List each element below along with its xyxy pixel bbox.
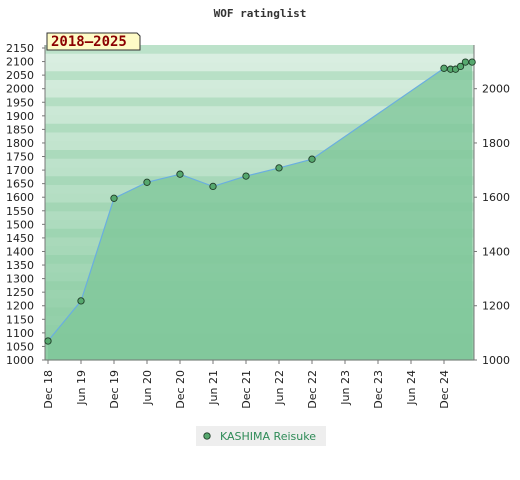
left-tick-label: 1350 (6, 259, 34, 272)
left-tick-label: 1550 (6, 205, 34, 218)
left-tick-label: 1200 (6, 300, 34, 313)
background-band (45, 80, 474, 90)
period-range-label: 2018–2025 (51, 34, 127, 50)
left-tick-label: 1800 (6, 137, 34, 150)
background-band (45, 132, 474, 142)
data-point[interactable] (77, 297, 85, 305)
right-tick-label: 1000 (482, 354, 510, 367)
right-tick-label: 1600 (482, 191, 510, 204)
background-band (45, 106, 474, 116)
right-tick-label: 2000 (482, 83, 510, 96)
left-axis: 1000105011001150120012501300135014001450… (6, 42, 46, 367)
left-tick-label: 1100 (6, 327, 34, 340)
rating-area (48, 62, 473, 360)
x-tick-label: Dec 24 (438, 370, 451, 409)
left-tick-label: 2100 (6, 56, 34, 69)
background-band (45, 97, 474, 107)
legend-marker (203, 432, 211, 440)
left-tick-label: 1400 (6, 245, 34, 258)
data-point[interactable] (176, 170, 184, 178)
right-tick-label: 1800 (482, 137, 510, 150)
background-band (45, 45, 474, 55)
x-tick-label: Jun 24 (405, 370, 418, 406)
left-tick-label: 1250 (6, 286, 34, 299)
x-tick-label: Jun 19 (75, 370, 88, 406)
left-tick-label: 1450 (6, 232, 34, 245)
left-tick-label: 1600 (6, 191, 34, 204)
chart-title: WOF ratinglist (214, 7, 307, 20)
left-tick-label: 2000 (6, 83, 34, 96)
right-axis: 1000 1200 1400 1600 1800 2000 (473, 45, 510, 367)
data-point[interactable] (110, 194, 118, 202)
background-band (45, 62, 474, 72)
background-band (45, 53, 474, 64)
data-point[interactable] (440, 64, 448, 72)
left-tick-label: 1650 (6, 178, 34, 191)
background-band (45, 158, 474, 169)
left-tick-label: 2150 (6, 42, 34, 55)
period-range-box: 2018–2025 (46, 32, 141, 51)
left-tick-label: 1500 (6, 218, 34, 231)
right-tick-label: 1400 (482, 245, 510, 258)
left-tick-label: 1050 (6, 340, 34, 353)
background-band (45, 123, 474, 134)
data-point[interactable] (308, 155, 316, 163)
left-tick-label: 1850 (6, 123, 34, 136)
x-tick-label: Dec 19 (108, 370, 121, 409)
x-tick-label: Dec 23 (372, 370, 385, 409)
x-tick-label: Jun 21 (207, 370, 220, 406)
background-band (45, 141, 474, 151)
background-band (45, 71, 474, 81)
x-tick-label: Dec 21 (240, 370, 253, 409)
x-tick-label: Jun 20 (141, 370, 154, 406)
bottom-axis: Dec 18 Jun 19 Dec 19 Jun 20 Dec 20 Jun 21 Dec … (42, 359, 474, 409)
data-point[interactable] (44, 337, 52, 345)
data-point[interactable] (209, 182, 217, 191)
left-tick-label: 1000 (6, 354, 34, 367)
background-band (45, 88, 474, 99)
left-tick-label: 1150 (6, 313, 34, 326)
legend[interactable]: KASHIMA Reisuke (196, 426, 326, 446)
x-tick-label: Jun 22 (273, 370, 286, 406)
x-tick-label: Dec 20 (174, 370, 187, 409)
left-tick-label: 1300 (6, 273, 34, 286)
data-point[interactable] (468, 58, 476, 66)
right-tick-label: 1200 (482, 300, 510, 313)
data-points (44, 58, 476, 345)
data-point[interactable] (275, 164, 283, 172)
x-tick-label: Dec 22 (306, 370, 319, 409)
left-tick-label: 1750 (6, 151, 34, 164)
data-point[interactable] (143, 178, 151, 186)
legend-label: KASHIMA Reisuke (220, 430, 316, 443)
x-tick-label: Dec 18 (42, 370, 55, 409)
left-tick-label: 2050 (6, 69, 34, 82)
background-band (45, 150, 474, 160)
data-point[interactable] (461, 58, 470, 66)
data-point[interactable] (242, 172, 250, 180)
left-tick-label: 1950 (6, 96, 34, 109)
background-band (45, 115, 474, 125)
legend-background (196, 426, 326, 446)
data-point[interactable] (456, 62, 465, 71)
x-tick-label: Jun 23 (339, 370, 352, 406)
left-tick-label: 1700 (6, 164, 34, 177)
left-tick-label: 1900 (6, 110, 34, 123)
